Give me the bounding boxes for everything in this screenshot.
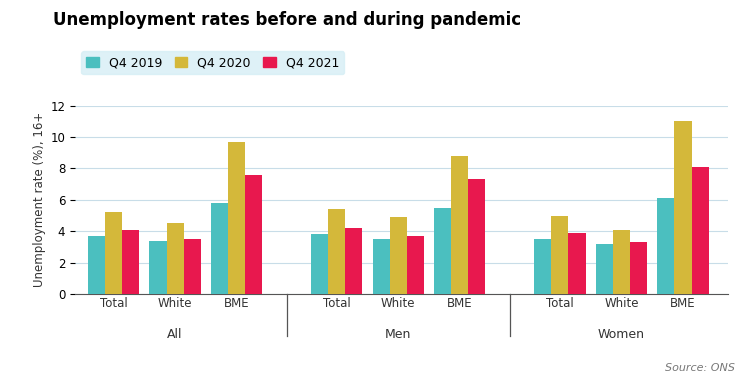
Bar bbox=[658, 198, 674, 294]
Bar bbox=[390, 217, 406, 294]
Legend: Q4 2019, Q4 2020, Q4 2021: Q4 2019, Q4 2020, Q4 2021 bbox=[81, 52, 344, 75]
Bar bbox=[406, 236, 424, 294]
Text: Men: Men bbox=[385, 328, 412, 341]
Bar bbox=[469, 179, 485, 294]
Bar bbox=[328, 209, 345, 294]
Bar bbox=[211, 203, 228, 294]
Bar bbox=[674, 121, 692, 294]
Bar bbox=[373, 239, 390, 294]
Bar bbox=[149, 241, 166, 294]
Bar bbox=[88, 236, 105, 294]
Y-axis label: Unemployment rate (%), 16+: Unemployment rate (%), 16+ bbox=[33, 112, 46, 287]
Text: Source: ONS: Source: ONS bbox=[665, 363, 735, 373]
Text: Unemployment rates before and during pandemic: Unemployment rates before and during pan… bbox=[53, 11, 520, 29]
Text: Women: Women bbox=[598, 328, 645, 341]
Bar bbox=[122, 230, 140, 294]
Text: All: All bbox=[167, 328, 183, 341]
Bar bbox=[166, 223, 184, 294]
Bar bbox=[534, 239, 551, 294]
Bar bbox=[245, 175, 262, 294]
Bar bbox=[105, 212, 122, 294]
Bar bbox=[184, 239, 201, 294]
Bar bbox=[228, 142, 245, 294]
Bar bbox=[692, 167, 709, 294]
Bar bbox=[596, 244, 613, 294]
Bar bbox=[452, 156, 469, 294]
Bar bbox=[568, 233, 586, 294]
Bar bbox=[345, 228, 362, 294]
Bar bbox=[551, 216, 568, 294]
Bar bbox=[434, 208, 451, 294]
Bar bbox=[613, 230, 630, 294]
Bar bbox=[630, 242, 647, 294]
Bar bbox=[311, 234, 328, 294]
